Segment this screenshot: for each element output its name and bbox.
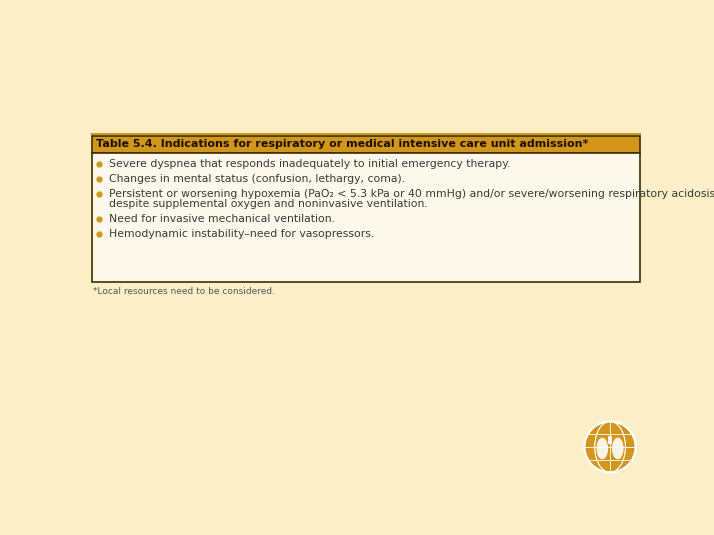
Bar (608, 436, 613, 444)
Text: Severe dyspnea that responds inadequately to initial emergency therapy.: Severe dyspnea that responds inadequatel… (109, 158, 510, 169)
Ellipse shape (596, 438, 608, 459)
Circle shape (585, 422, 635, 472)
Bar (91, 136, 640, 153)
Text: Changes in mental status (confusion, lethargy, coma).: Changes in mental status (confusion, let… (109, 173, 405, 184)
Text: Need for invasive mechanical ventilation.: Need for invasive mechanical ventilation… (109, 214, 335, 224)
Ellipse shape (612, 438, 623, 459)
Text: despite supplemental oxygen and noninvasive ventilation.: despite supplemental oxygen and noninvas… (109, 199, 428, 209)
Bar (91, 153, 640, 282)
Text: Hemodynamic instability–need for vasopressors.: Hemodynamic instability–need for vasopre… (109, 229, 374, 239)
Text: Persistent or worsening hypoxemia (PaO₂ < 5.3 kPa or 40 mmHg) and/or severe/wors: Persistent or worsening hypoxemia (PaO₂ … (109, 188, 714, 198)
Text: *Local resources need to be considered.: *Local resources need to be considered. (93, 287, 275, 296)
Text: Table 5.4. Indications for respiratory or medical intensive care unit admission*: Table 5.4. Indications for respiratory o… (96, 139, 588, 149)
